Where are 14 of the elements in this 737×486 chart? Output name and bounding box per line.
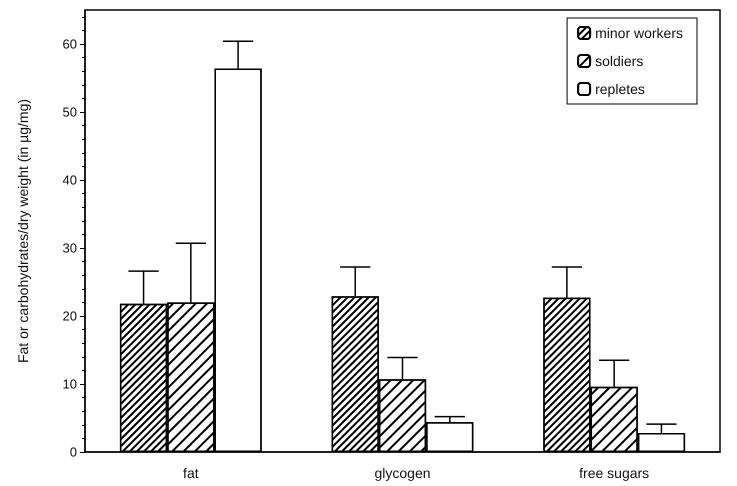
y-tick-label: 40 (62, 172, 77, 188)
y-tick-label: 30 (62, 240, 77, 256)
x-tick-label: free sugars (579, 465, 650, 481)
x-tick-label: glycogen (374, 465, 431, 481)
legend-label: repletes (595, 81, 645, 97)
y-tick-label: 10 (62, 376, 77, 392)
y-tick-label: 0 (70, 444, 77, 460)
x-tick-label: fat (183, 465, 199, 481)
y-tick-label: 20 (62, 308, 77, 324)
legend-label: minor workers (595, 25, 684, 41)
y-tick-label: 60 (62, 36, 77, 52)
y-axis-title: Fat or carbohydrates/dry weight (in µg/mg) (15, 98, 31, 364)
legend-label: soldiers (595, 53, 644, 69)
y-tick-label: 50 (62, 104, 77, 120)
